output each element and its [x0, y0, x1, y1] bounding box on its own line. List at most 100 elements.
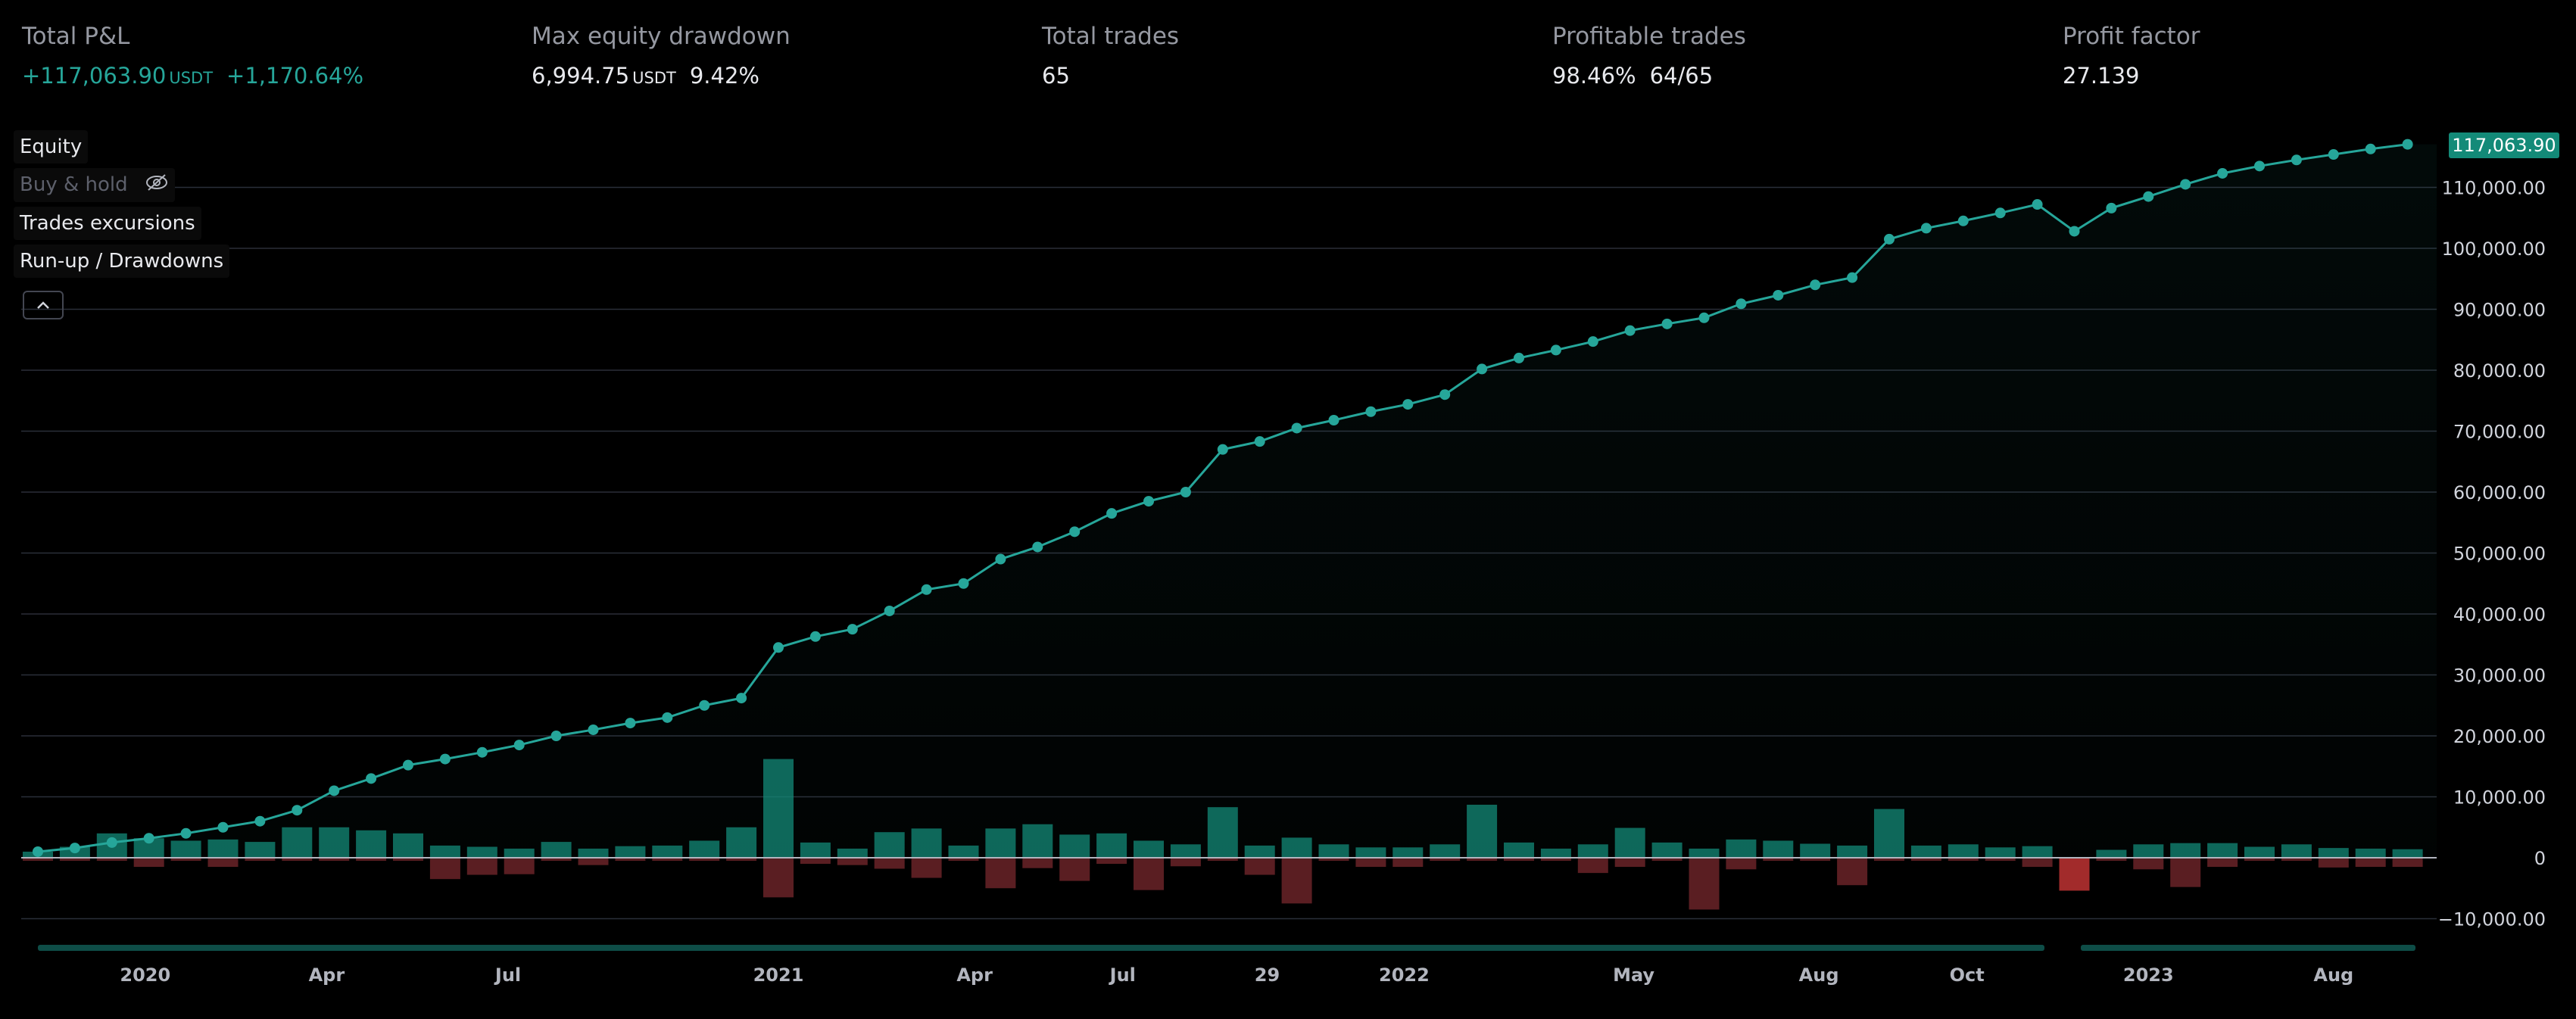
equity-point[interactable]: [1624, 325, 1636, 336]
equity-point[interactable]: [1439, 389, 1451, 400]
equity-point[interactable]: [2032, 199, 2043, 210]
equity-point[interactable]: [1736, 298, 1747, 310]
equity-point[interactable]: [1773, 289, 1784, 301]
equity-point[interactable]: [292, 805, 303, 816]
runup-bar: [1985, 847, 2016, 858]
equity-point[interactable]: [1698, 312, 1710, 323]
runup-bar: [652, 845, 683, 858]
legend-buy-hold[interactable]: Buy & hold: [14, 168, 175, 202]
drawdown-bar: [1763, 858, 1794, 862]
range-bar-2[interactable]: [2081, 945, 2415, 951]
equity-point[interactable]: [1514, 352, 1524, 363]
equity-point[interactable]: [699, 700, 710, 711]
equity-point[interactable]: [884, 605, 895, 616]
equity-point[interactable]: [958, 578, 969, 589]
equity-point[interactable]: [180, 827, 192, 839]
equity-point[interactable]: [662, 712, 673, 723]
equity-point[interactable]: [1847, 272, 1858, 283]
equity-point[interactable]: [1550, 344, 1561, 356]
equity-point[interactable]: [2402, 139, 2413, 150]
equity-point[interactable]: [1587, 336, 1598, 347]
eye-hidden-icon[interactable]: [145, 169, 169, 202]
drawdown-bar: [948, 858, 979, 862]
runup-bar: [726, 827, 757, 858]
equity-point[interactable]: [2291, 154, 2302, 166]
equity-point[interactable]: [106, 837, 117, 848]
equity-point[interactable]: [476, 746, 488, 758]
drawdown-bar: [2355, 858, 2386, 868]
equity-point[interactable]: [1402, 399, 1414, 410]
equity-point[interactable]: [439, 753, 451, 765]
total-pnl-label: Total P&L: [22, 23, 130, 50]
drawdown-bar: [1170, 858, 1201, 867]
equity-point[interactable]: [995, 553, 1006, 565]
equity-point[interactable]: [847, 624, 858, 635]
equity-point[interactable]: [1661, 318, 1673, 329]
equity-point[interactable]: [1106, 508, 1118, 519]
equity-point[interactable]: [1143, 496, 1154, 507]
equity-point[interactable]: [403, 759, 413, 771]
equity-point[interactable]: [1365, 406, 1377, 417]
equity-point[interactable]: [773, 642, 784, 653]
runup-bar: [763, 759, 794, 858]
equity-point[interactable]: [33, 846, 43, 857]
total-trades-stat: Total trades 65: [1042, 21, 1179, 91]
equity-point[interactable]: [1254, 436, 1265, 447]
runup-bar: [800, 842, 831, 858]
equity-point[interactable]: [2254, 160, 2265, 172]
equity-point[interactable]: [143, 833, 154, 844]
equity-point[interactable]: [1032, 541, 1043, 553]
equity-point[interactable]: [329, 785, 340, 796]
equity-point[interactable]: [1477, 363, 1488, 375]
x-axis: 2020 Apr Jul 2021 Apr Jul 29 2022 May Aug Oct 2023 A…: [120, 964, 2353, 986]
equity-point[interactable]: [1217, 444, 1228, 455]
x-tick-label: Jul: [494, 964, 521, 986]
equity-point[interactable]: [513, 740, 525, 751]
x-tick-label: 2023: [2123, 964, 2174, 986]
equity-point[interactable]: [1994, 207, 2006, 219]
equity-point[interactable]: [2328, 149, 2339, 160]
equity-point[interactable]: [1884, 233, 1895, 245]
equity-point[interactable]: [809, 631, 821, 642]
drawdown-bar: [1910, 858, 1941, 862]
equity-point[interactable]: [366, 773, 377, 784]
equity-point[interactable]: [1069, 526, 1081, 538]
equity-point[interactable]: [2217, 167, 2228, 179]
equity-point[interactable]: [736, 693, 747, 704]
equity-point[interactable]: [588, 724, 599, 735]
equity-point[interactable]: [217, 821, 229, 833]
x-tick-label: 29: [1255, 964, 1280, 986]
equity-point[interactable]: [2180, 179, 2191, 190]
legend-trades-excursions[interactable]: Trades excursions: [14, 206, 201, 240]
equity-point[interactable]: [1291, 422, 1302, 434]
drawdown-bar: [2207, 858, 2238, 868]
drawdown-bar: [1318, 858, 1349, 862]
total-pnl-value-row: +117,063.90 USDT +1,170.64%: [22, 61, 363, 93]
equity-point[interactable]: [1957, 215, 1969, 226]
runup-bar: [207, 839, 239, 858]
equity-point[interactable]: [2143, 191, 2154, 202]
legend-runup-drawdowns[interactable]: Run-up / Drawdowns: [14, 244, 230, 278]
equity-point[interactable]: [2069, 226, 2080, 237]
equity-point[interactable]: [2106, 202, 2117, 213]
legend-equity[interactable]: Equity: [14, 130, 89, 164]
range-bar-1[interactable]: [38, 945, 2044, 951]
equity-point[interactable]: [1180, 487, 1191, 497]
drawdown-bar: [1355, 858, 1386, 868]
equity-point[interactable]: [1328, 415, 1339, 426]
collapse-legend-button[interactable]: [23, 291, 64, 319]
drawdown-bar: [578, 858, 609, 865]
equity-point[interactable]: [1920, 223, 1932, 234]
equity-point[interactable]: [2365, 143, 2376, 154]
drawdown-bar: [1207, 858, 1238, 862]
runup-bar: [1207, 807, 1238, 858]
equity-point[interactable]: [921, 584, 932, 595]
equity-point[interactable]: [625, 718, 636, 729]
total-pnl-value: +117,063.90: [22, 63, 167, 89]
equity-point[interactable]: [69, 843, 80, 854]
equity-point[interactable]: [1810, 279, 1821, 291]
equity-point[interactable]: [254, 815, 266, 827]
drawdown-bar: [763, 858, 794, 898]
equity-point[interactable]: [550, 731, 562, 741]
